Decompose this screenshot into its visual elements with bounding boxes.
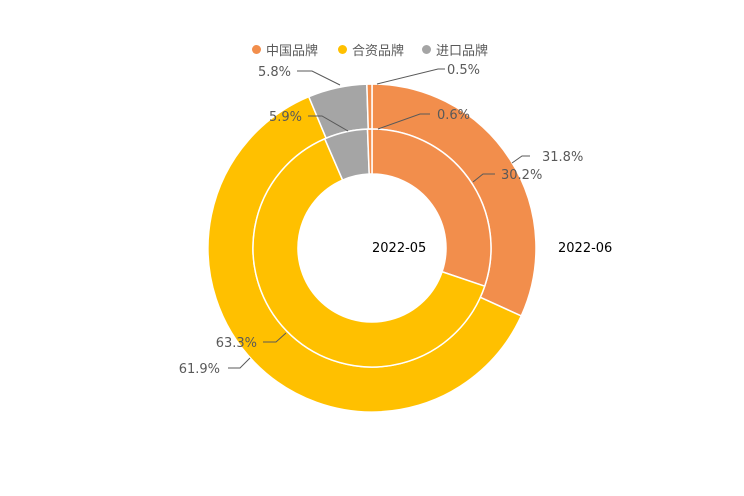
legend: 中国品牌 合资品牌 进口品牌 — [252, 43, 488, 59]
leader-inner-2 — [263, 332, 287, 343]
leader-outer-0 — [376, 68, 445, 85]
legend-label-china-brand: 中国品牌 — [266, 43, 318, 59]
leader-outer-3 — [297, 70, 341, 86]
outer-ring-name: 2022-06 — [558, 241, 612, 256]
label-inner-joint-venture: 63.3% — [216, 336, 257, 351]
inner-ring-2022-05 — [252, 128, 492, 368]
value-labels: 0.5% 31.8% 61.9% 5.8% 0.6% 30.2% 63.3% 5… — [179, 63, 584, 377]
label-outer-joint-venture: 61.9% — [179, 362, 220, 377]
label-inner-import: 5.9% — [269, 110, 302, 125]
outer-ring-slice-3 — [366, 83, 373, 130]
legend-swatch-joint-venture-brand — [338, 45, 347, 54]
inner-ring-slice-0 — [371, 128, 492, 288]
inner-ring-slice-1 — [252, 137, 486, 368]
leader-outer-1 — [511, 155, 530, 164]
inner-ring-name: 2022-05 — [372, 241, 426, 256]
legend-swatch-import-brand — [422, 45, 431, 54]
label-inner-import-small: 0.6% — [437, 108, 470, 123]
label-leader-lines — [228, 68, 530, 369]
leader-inner-0 — [377, 113, 430, 130]
label-outer-import: 5.8% — [258, 65, 291, 80]
legend-label-joint-venture-brand: 合资品牌 — [352, 43, 404, 59]
leader-inner-1 — [472, 173, 495, 183]
label-inner-china: 30.2% — [501, 168, 542, 183]
outer-ring-2022-06 — [207, 83, 537, 413]
legend-label-import-brand: 进口品牌 — [436, 43, 488, 59]
inner-ring-slice-3 — [366, 128, 373, 175]
label-outer-import-small: 0.5% — [447, 63, 480, 78]
leader-inner-3 — [308, 115, 349, 132]
leader-outer-2 — [228, 357, 251, 369]
label-outer-china: 31.8% — [542, 150, 583, 165]
legend-swatch-china-brand — [252, 45, 261, 54]
